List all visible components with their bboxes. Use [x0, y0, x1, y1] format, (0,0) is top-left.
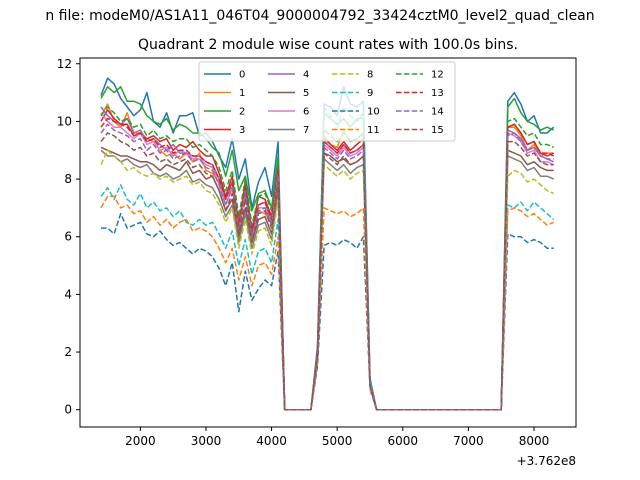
legend-label-3: 3 — [239, 125, 245, 136]
legend-label-15: 15 — [431, 125, 444, 136]
legend-box — [198, 61, 456, 142]
legend-label-2: 2 — [239, 107, 245, 118]
legend-label-7: 7 — [303, 125, 309, 136]
series-line-15 — [100, 132, 554, 411]
legend-label-13: 13 — [431, 88, 444, 99]
chart-suptitle: n file: modeM0/AS1A11_046T04_9000004792_… — [45, 8, 594, 24]
x-tick-label: 8000 — [519, 434, 550, 448]
x-tick-label: 7000 — [453, 434, 484, 448]
series-line-11 — [100, 195, 555, 411]
y-tick-label: 4 — [64, 287, 72, 301]
legend-label-10: 10 — [367, 107, 380, 118]
x-tick-label: 4000 — [256, 434, 287, 448]
legend-label-0: 0 — [239, 70, 245, 81]
y-tick-label: 12 — [57, 57, 72, 71]
series-line-5 — [100, 146, 554, 411]
y-tick-label: 10 — [57, 114, 72, 128]
legend-label-9: 9 — [367, 88, 373, 99]
series-line-8 — [100, 149, 555, 411]
series-line-4 — [100, 106, 555, 411]
series-line-7 — [100, 149, 555, 411]
legend-label-6: 6 — [303, 107, 309, 118]
y-tick-label: 8 — [64, 172, 72, 186]
series-lines — [100, 77, 555, 411]
legend-label-12: 12 — [431, 70, 444, 81]
series-line-12 — [100, 106, 555, 411]
y-tick-label: 2 — [64, 345, 72, 359]
legend-label-14: 14 — [431, 107, 444, 118]
series-line-14 — [100, 123, 554, 411]
y-tick-label: 6 — [64, 230, 72, 244]
legend-label-5: 5 — [303, 88, 309, 99]
chart-title: Quadrant 2 module wise count rates with … — [138, 37, 518, 53]
legend-label-4: 4 — [303, 70, 309, 81]
series-line-6 — [100, 112, 555, 411]
legend-label-1: 1 — [239, 88, 245, 99]
x-axis-offset-label: +3.762e8 — [517, 454, 576, 468]
x-tick-label: 6000 — [388, 434, 419, 448]
legend-label-8: 8 — [367, 70, 373, 81]
x-axis-ticks: 2000 3000 4000 5000 6000 7000 8000 — [125, 427, 549, 448]
y-tick-label: 0 — [64, 403, 72, 417]
legend-label-11: 11 — [367, 125, 380, 136]
x-tick-label: 3000 — [191, 434, 222, 448]
x-tick-label: 2000 — [125, 434, 156, 448]
plot-frame — [79, 57, 577, 428]
series-line-10 — [101, 212, 554, 411]
x-tick-label: 5000 — [322, 434, 353, 448]
y-axis-ticks: 0 2 4 6 8 10 12 — [57, 57, 80, 417]
series-line-9 — [100, 106, 555, 411]
